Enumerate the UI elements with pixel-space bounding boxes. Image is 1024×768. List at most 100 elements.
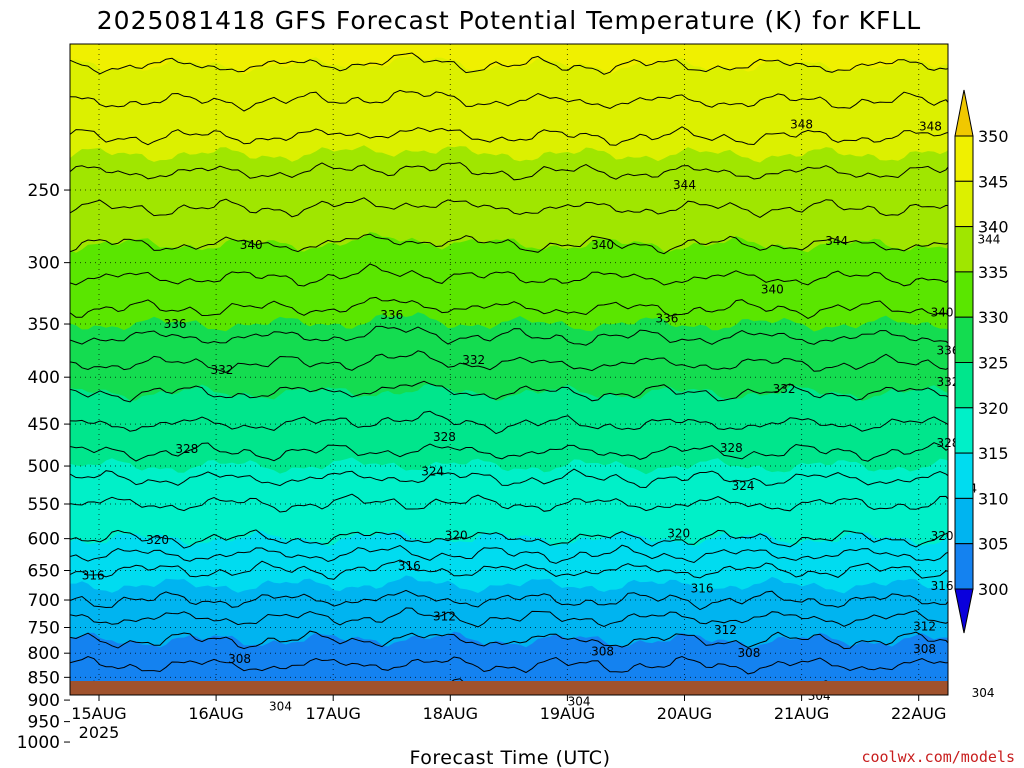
y-tick-label: 300 bbox=[28, 254, 60, 274]
contour-label: 340 bbox=[240, 238, 263, 252]
contour-label: 336 bbox=[164, 317, 187, 331]
y-tick-label: 350 bbox=[28, 315, 60, 335]
x-tick-label: 20AUG bbox=[657, 704, 712, 723]
contour-line bbox=[70, 325, 948, 346]
contour-line bbox=[70, 607, 948, 628]
contour-label: 340 bbox=[931, 305, 954, 319]
contour-label: 332 bbox=[462, 353, 485, 367]
contour-line bbox=[70, 350, 948, 373]
contour-label: 316 bbox=[931, 579, 954, 593]
colorbar: 300 305 310 315 320 325 330 335 340 345 350 bbox=[954, 89, 1009, 634]
colorbar-swatch bbox=[954, 407, 974, 454]
y-tick-label: 800 bbox=[28, 644, 60, 664]
y-tick-label: 600 bbox=[28, 530, 60, 550]
contour-label: 312 bbox=[913, 619, 936, 633]
x-tick-label: 21AUG bbox=[774, 704, 829, 723]
contour-line bbox=[70, 263, 948, 287]
x-tick-label: 17AUG bbox=[305, 704, 360, 723]
contour-label: 348 bbox=[790, 117, 813, 131]
contour-label: 312 bbox=[714, 623, 737, 637]
colorbar-swatch bbox=[954, 543, 974, 590]
contour-label: 324 bbox=[732, 479, 755, 493]
contour-line bbox=[70, 296, 948, 319]
y-tick-label: 850 bbox=[28, 668, 60, 688]
x-axis-year: 2025 bbox=[79, 723, 120, 742]
ground-strip bbox=[70, 681, 948, 695]
contour-line bbox=[70, 589, 948, 611]
x-tick-label: 22AUG bbox=[891, 704, 946, 723]
temperature-bands bbox=[70, 44, 948, 695]
contour-label: 344 bbox=[673, 178, 696, 192]
contour-label: 340 bbox=[591, 238, 614, 252]
colorbar-tick-label: 315 bbox=[978, 444, 1009, 463]
contour-line bbox=[70, 630, 948, 650]
contour-label: 320 bbox=[445, 528, 468, 542]
contour-line bbox=[70, 197, 948, 218]
x-axis-label: Forecast Time (UTC) bbox=[410, 747, 611, 768]
contour-label: 316 bbox=[82, 568, 105, 582]
colorbar-tick-label: 335 bbox=[978, 263, 1009, 282]
band-fill bbox=[70, 631, 948, 695]
contour-line bbox=[70, 52, 948, 75]
y-tick-label: 750 bbox=[28, 618, 60, 638]
contour-line bbox=[70, 442, 948, 462]
colorbar-swatch bbox=[954, 362, 974, 409]
contour-line bbox=[70, 126, 948, 146]
contour-line bbox=[70, 529, 948, 549]
contour-label: 308 bbox=[913, 642, 936, 656]
contour-line bbox=[70, 468, 948, 489]
y-tick-label: 900 bbox=[28, 691, 60, 711]
y-tick-label: 450 bbox=[28, 415, 60, 435]
colorbar-bottom-arrow bbox=[954, 588, 974, 634]
contour-label: 320 bbox=[146, 533, 169, 547]
colorbar-tick-label: 305 bbox=[978, 535, 1009, 554]
contour-label: 304 bbox=[269, 700, 292, 714]
colorbar-top-arrow bbox=[954, 89, 974, 137]
contour-label: 340 bbox=[761, 283, 784, 297]
colorbar-tick-label: 345 bbox=[978, 172, 1009, 191]
contour-label: 312 bbox=[433, 610, 456, 624]
y-tick-label: 400 bbox=[28, 368, 60, 388]
contour-label: 308 bbox=[228, 652, 251, 666]
contour-line bbox=[70, 544, 948, 564]
colorbar-swatch bbox=[954, 452, 974, 499]
contour-label: 332 bbox=[211, 363, 234, 377]
colorbar-tick-label: 310 bbox=[978, 489, 1009, 508]
x-tick-label: 15AUG bbox=[71, 704, 126, 723]
chart-title: 2025081418 GFS Forecast Potential Temper… bbox=[97, 6, 921, 35]
contour-line bbox=[70, 559, 948, 580]
colorbar-tick-label: 350 bbox=[978, 127, 1009, 146]
contour-label: 316 bbox=[691, 581, 714, 595]
y-axis: 250 300 350 400 450 500 550 600 650 700 750 800 850 9… bbox=[17, 181, 70, 753]
contour-label: 320 bbox=[931, 529, 954, 543]
contour-label: 316 bbox=[398, 559, 421, 573]
colorbar-swatch bbox=[954, 180, 974, 228]
x-tick-label: 18AUG bbox=[423, 704, 478, 723]
colorbar-swatch bbox=[954, 316, 974, 364]
colorbar-swatch bbox=[954, 497, 974, 545]
contour-label: 308 bbox=[591, 645, 614, 659]
colorbar-tick-label: 330 bbox=[978, 308, 1009, 327]
y-tick-label: 500 bbox=[28, 457, 60, 477]
contour-line bbox=[70, 410, 948, 435]
x-axis: 15AUG 16AUG 17AUG 18AUG 19AUG 20AUG 21AUG 22AUG bbox=[71, 695, 946, 723]
contour-label: 348 bbox=[919, 119, 942, 133]
contour-label: 344 bbox=[825, 234, 848, 248]
colorbar-tick-label: 325 bbox=[978, 354, 1009, 373]
colorbar-tick-label: 300 bbox=[978, 580, 1009, 599]
colorbar-swatch bbox=[954, 135, 974, 182]
contour-line bbox=[70, 233, 948, 255]
x-tick-label: 16AUG bbox=[188, 704, 243, 723]
contour-label: 336 bbox=[380, 308, 403, 322]
contour-line bbox=[70, 89, 948, 112]
contour-line bbox=[70, 493, 948, 513]
credit-text: coolwx.com/models bbox=[861, 748, 1015, 766]
contour-label: 344 bbox=[978, 232, 1001, 246]
y-tick-label: 700 bbox=[28, 591, 60, 611]
colorbar-tick-label: 320 bbox=[978, 399, 1009, 418]
contour-label: 336 bbox=[655, 311, 678, 325]
contour-line bbox=[70, 162, 948, 181]
contour-label: 304 bbox=[568, 694, 591, 708]
y-tick-label: 550 bbox=[28, 495, 60, 515]
